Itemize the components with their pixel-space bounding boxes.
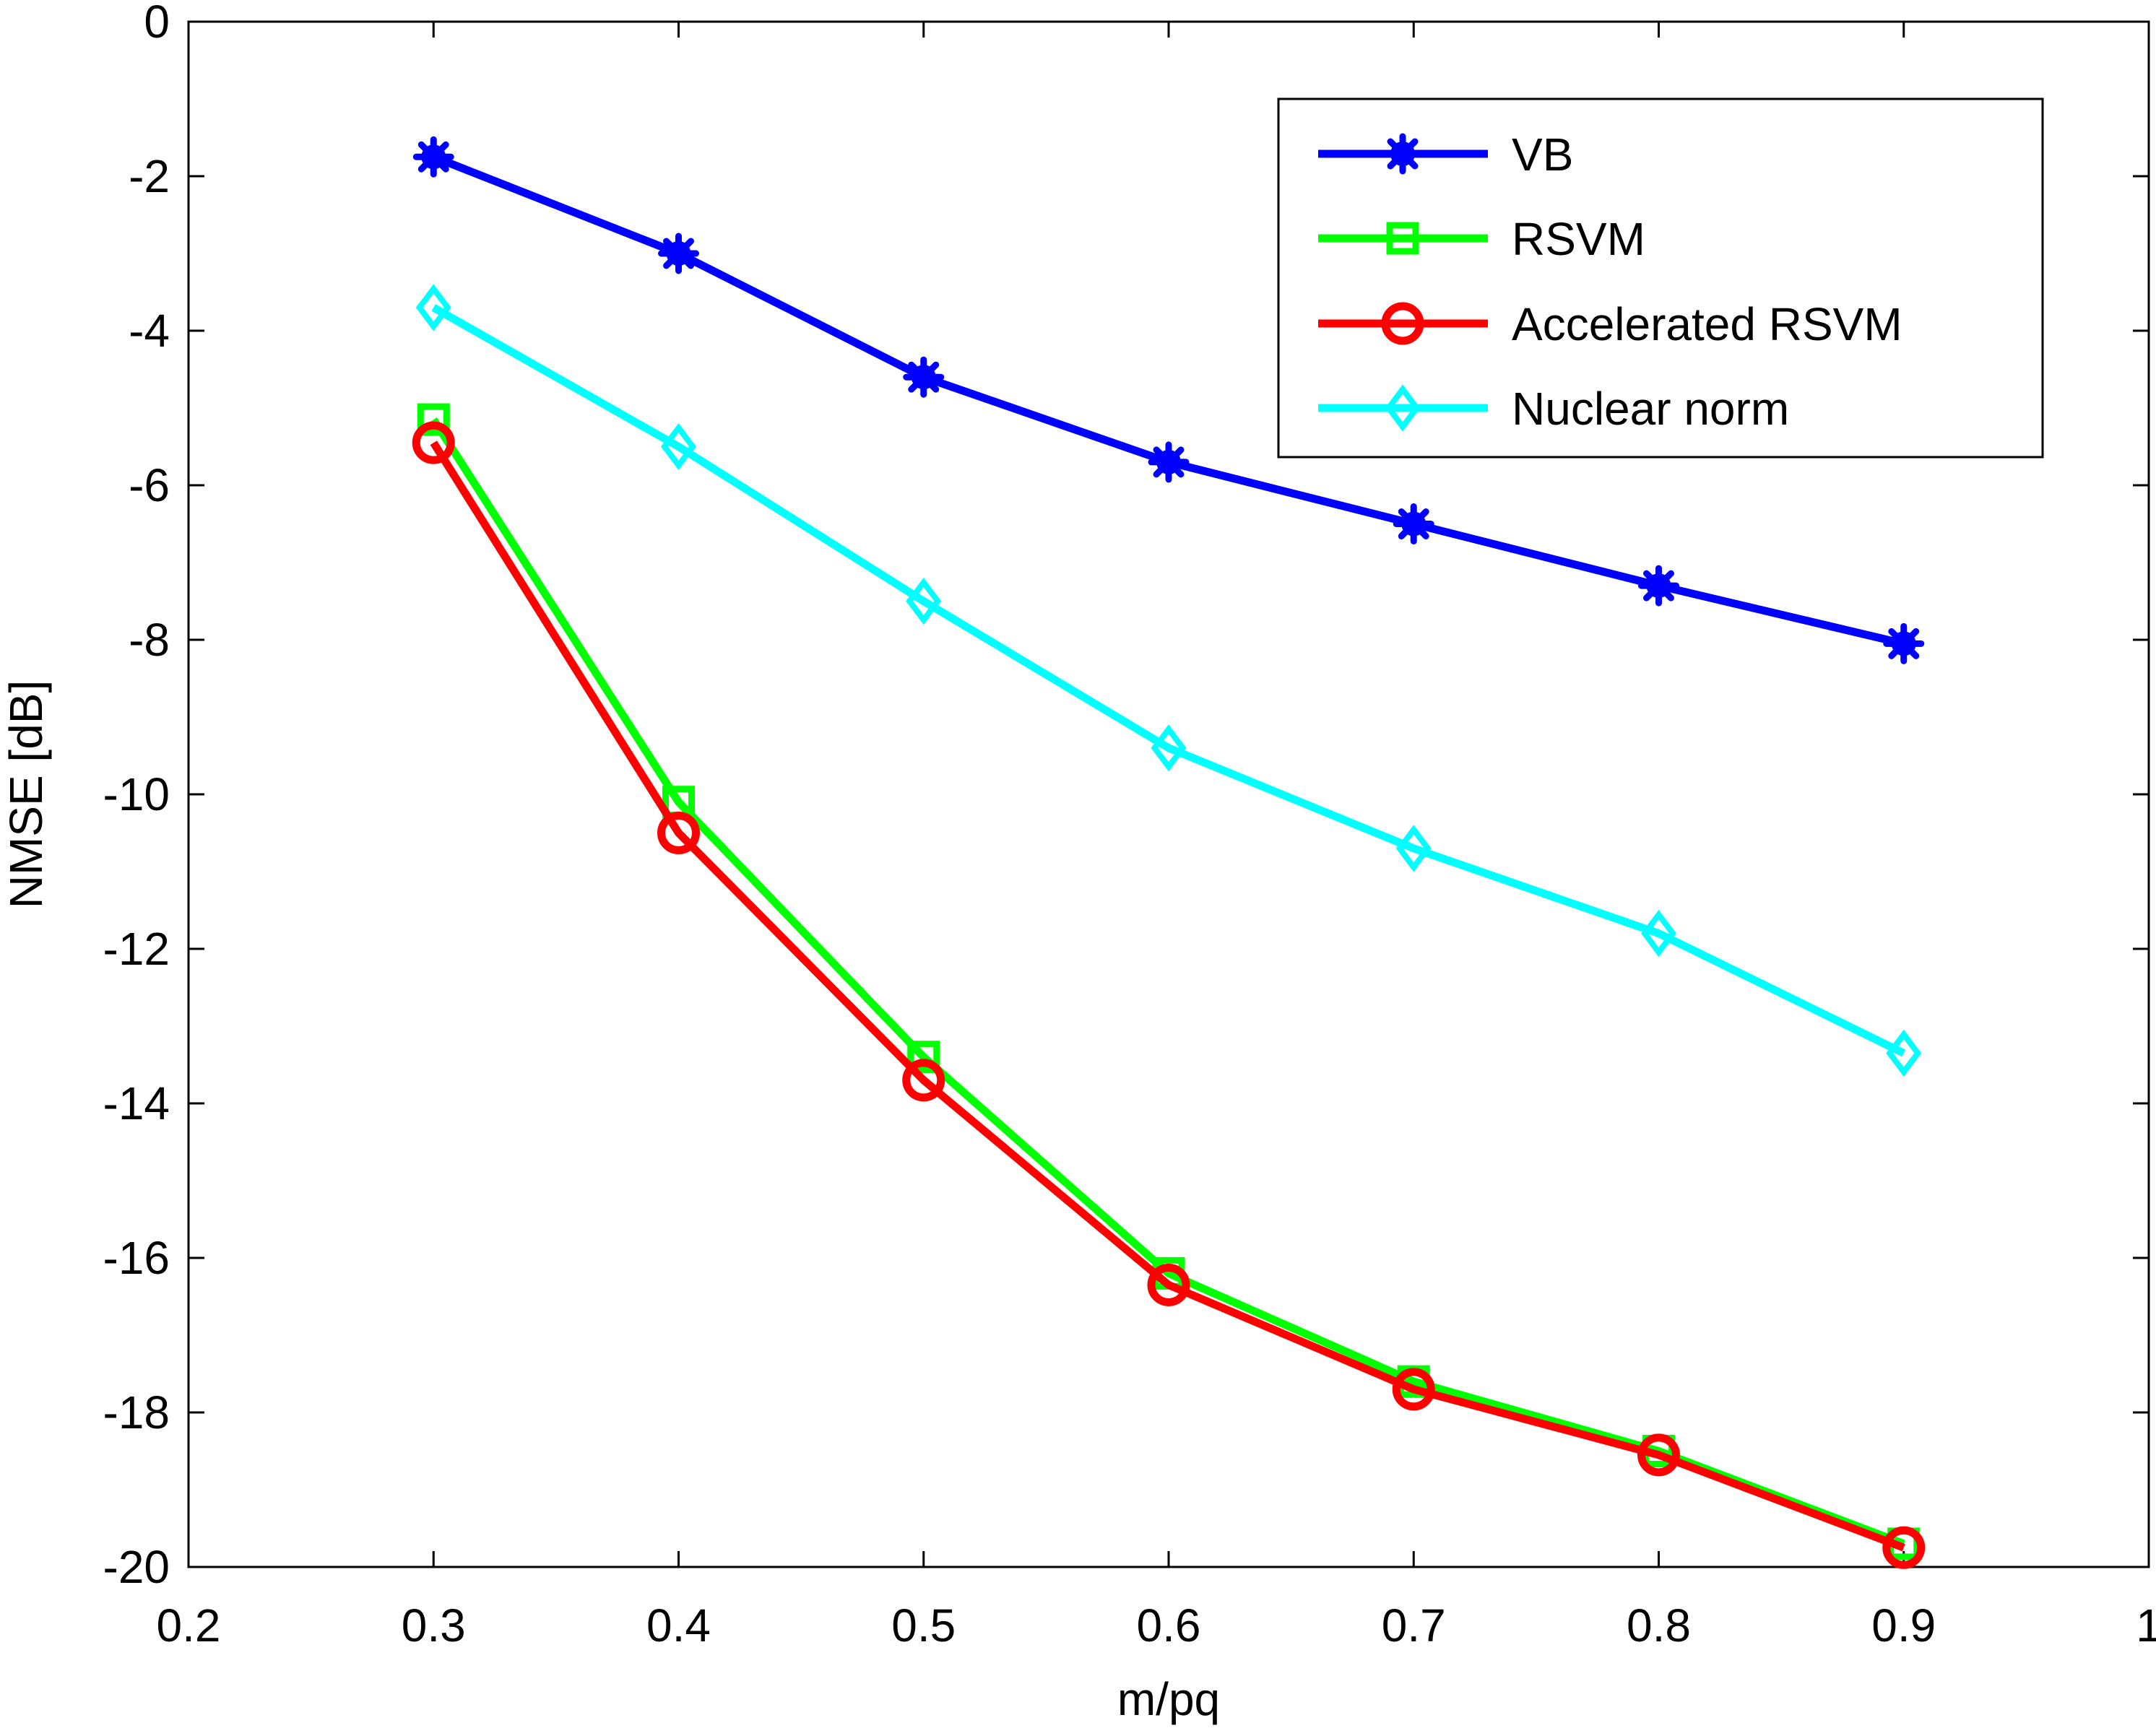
data-point [412, 421, 455, 464]
data-point [415, 284, 451, 331]
data-point [412, 136, 454, 178]
data-point [1392, 1368, 1435, 1411]
legend-entry: Nuclear norm [1318, 383, 1789, 435]
legend-entry: RSVM [1318, 213, 1645, 265]
y-tick-label: -16 [103, 1232, 170, 1284]
legend-label: VB [1512, 129, 1573, 181]
data-point [1147, 1263, 1190, 1306]
x-tick-label: 0.4 [646, 1599, 711, 1651]
x-tick-label: 0.6 [1137, 1599, 1201, 1651]
data-point [1883, 622, 1925, 664]
series-line [430, 440, 1905, 1552]
x-axis-label: m/pq [1117, 1673, 1220, 1725]
data-point [1148, 441, 1190, 483]
data-point [1641, 909, 1676, 958]
legend-label: Nuclear norm [1512, 383, 1789, 435]
data-point [907, 1041, 940, 1074]
legend-label: RSVM [1512, 213, 1645, 265]
legend: VB RSVM Accelerated RSVM Nuclear norm [1277, 97, 2044, 459]
series-vb [412, 136, 1925, 664]
data-point [1882, 1526, 1926, 1569]
x-tick-label: 0.8 [1627, 1599, 1691, 1651]
y-tick-label: -10 [103, 768, 170, 820]
data-point [1393, 503, 1434, 544]
legend-marker [1381, 302, 1424, 345]
y-tick-label: -4 [129, 305, 170, 357]
data-series [412, 136, 1926, 1569]
y-tick-label: -20 [103, 1541, 170, 1593]
y-tick-label: -6 [129, 459, 170, 511]
legend-marker [1382, 133, 1424, 175]
series-accelerated-rsvm [412, 421, 1926, 1569]
y-axis-label: NMSE [dB] [0, 680, 52, 909]
x-tick-label: 0.3 [402, 1599, 466, 1651]
series-nuclear-norm [415, 284, 1922, 1077]
data-point [661, 422, 696, 471]
data-point [1886, 1029, 1922, 1077]
data-point [1151, 724, 1187, 772]
series-line [431, 304, 1906, 1057]
legend-marker [1385, 384, 1421, 432]
x-tick-label: 0.5 [891, 1599, 956, 1651]
y-tick-label: -2 [129, 150, 170, 202]
axis-ticks: 0.2 0.3 0.4 0.5 0.6 0.7 0.8 0.9 1 0 -2 -4 -6 -8 -10 -12… [103, 0, 2156, 1651]
y-tick-label: 0 [144, 0, 170, 48]
x-tick-label: 0.2 [157, 1599, 221, 1651]
legend-entry: Accelerated RSVM [1318, 298, 1902, 350]
data-point [902, 1059, 945, 1102]
data-point [903, 356, 945, 398]
data-point [417, 403, 450, 436]
data-point [658, 233, 699, 274]
x-tick-label: 1 [2136, 1599, 2156, 1651]
data-point [657, 812, 700, 854]
y-tick-label: -14 [103, 1077, 170, 1129]
x-tick-label: 0.7 [1382, 1599, 1446, 1651]
legend-marker [1386, 222, 1419, 255]
y-tick-label: -8 [129, 614, 170, 666]
y-tick-label: -12 [103, 923, 170, 975]
y-tick-label: -18 [103, 1386, 170, 1438]
data-point [906, 577, 942, 625]
x-tick-label: 0.9 [1871, 1599, 1936, 1651]
data-point [1395, 825, 1432, 872]
data-point [1638, 565, 1679, 607]
legend-entry: VB [1318, 129, 1573, 181]
data-point [1637, 1433, 1680, 1477]
legend-label: Accelerated RSVM [1512, 298, 1902, 350]
